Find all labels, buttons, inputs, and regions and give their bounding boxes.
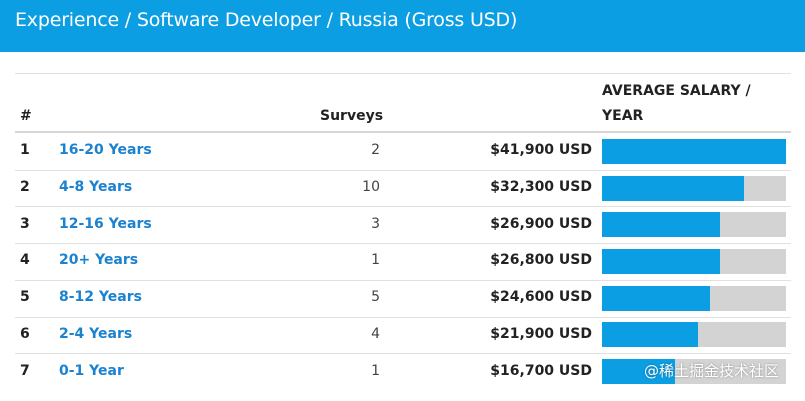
- average-salary: $41,900 USD: [490, 142, 592, 159]
- experience-link[interactable]: 20+ Years: [59, 252, 139, 269]
- salary-bar-track: [602, 285, 786, 311]
- page-header: Experience / Software Developer / Russia…: [0, 0, 805, 52]
- column-header-rank: #: [20, 108, 32, 124]
- salary-bar-fill: [602, 138, 786, 164]
- average-salary: $26,900 USD: [490, 215, 592, 232]
- salary-bar-track: [602, 248, 786, 274]
- survey-count: 4: [371, 325, 380, 342]
- average-salary: $16,700 USD: [490, 362, 592, 379]
- column-header-salary-line1: AVERAGE SALARY /: [602, 83, 751, 99]
- row-rank: 4: [20, 252, 30, 269]
- column-header-surveys: Surveys: [320, 108, 384, 124]
- salary-bar-track: [602, 138, 786, 164]
- row-divider: [15, 169, 791, 171]
- salary-bar-track: [602, 322, 786, 348]
- average-salary: $32,300 USD: [490, 179, 592, 196]
- survey-count: 2: [371, 142, 380, 159]
- experience-link[interactable]: 4-8 Years: [59, 179, 133, 196]
- row-divider: [15, 353, 791, 355]
- row-divider: [15, 243, 791, 245]
- row-rank: 6: [20, 325, 30, 342]
- survey-count: 1: [371, 252, 380, 269]
- average-salary: $21,900 USD: [490, 325, 592, 342]
- header-divider: [15, 131, 791, 133]
- experience-link[interactable]: 12-16 Years: [59, 215, 152, 232]
- salary-bar-track: [602, 175, 786, 201]
- salary-bar-fill: [602, 248, 720, 274]
- average-salary: $26,800 USD: [490, 252, 592, 269]
- salary-bar-fill: [602, 285, 710, 311]
- salary-bar-fill: [602, 175, 744, 201]
- experience-link[interactable]: 0-1 Year: [59, 362, 124, 379]
- row-divider: [15, 316, 791, 318]
- row-rank: 7: [20, 362, 30, 379]
- salary-bar-fill: [602, 359, 675, 385]
- table-top-divider: [15, 73, 791, 74]
- row-rank: 3: [20, 215, 30, 232]
- row-divider: [15, 206, 791, 208]
- survey-count: 5: [371, 289, 380, 306]
- salary-bar-track: [602, 212, 786, 238]
- salary-table: # Surveys AVERAGE SALARY / YEAR 1 16-20 Y…: [15, 73, 791, 391]
- row-divider: [15, 279, 791, 281]
- experience-link[interactable]: 16-20 Years: [59, 142, 152, 159]
- salary-bar-fill: [602, 322, 698, 348]
- watermark: @稀土掘金技术社区: [643, 362, 779, 380]
- salary-bar-track: [602, 359, 786, 385]
- salary-bar-fill: [602, 212, 720, 238]
- experience-link[interactable]: 2-4 Years: [59, 325, 133, 342]
- page-title: Experience / Software Developer / Russia…: [15, 9, 518, 31]
- survey-count: 10: [362, 179, 380, 196]
- row-rank: 5: [20, 289, 30, 306]
- survey-count: 3: [371, 215, 380, 232]
- column-header-salary-line2: YEAR: [602, 108, 644, 124]
- average-salary: $24,600 USD: [490, 289, 592, 306]
- row-rank: 2: [20, 179, 30, 196]
- row-rank: 1: [20, 142, 30, 159]
- survey-count: 1: [371, 362, 380, 379]
- experience-link[interactable]: 8-12 Years: [59, 289, 142, 306]
